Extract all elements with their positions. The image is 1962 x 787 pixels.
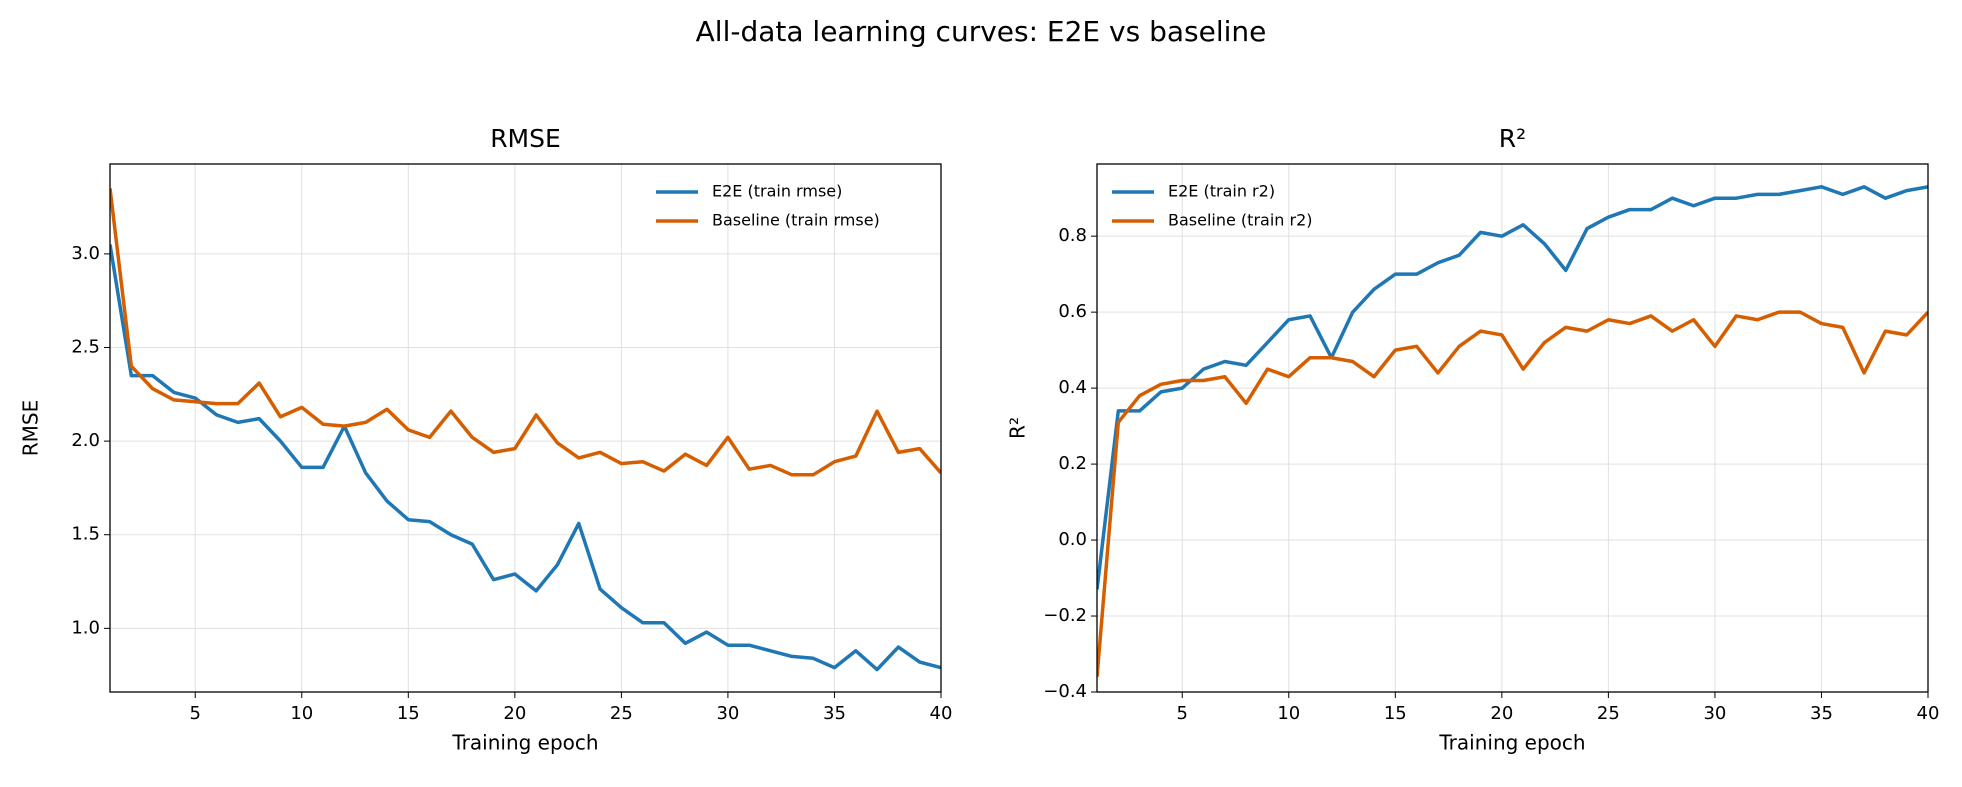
line-series: [1097, 310, 1928, 677]
x-tick-label: 35: [1810, 703, 1833, 724]
x-tick-label: 15: [397, 703, 420, 724]
y-tick-label: 0.6: [1058, 301, 1087, 322]
y-tick-label: 1.0: [71, 617, 100, 638]
line-series: [110, 188, 941, 477]
y-tick-label: 3.0: [71, 243, 100, 264]
y-tick-label: 0.8: [1058, 225, 1087, 246]
legend-label: E2E (train r2): [1168, 182, 1275, 201]
y-axis-label: R²: [1006, 417, 1030, 439]
subplot-title: RMSE: [490, 124, 561, 153]
legend-label: Baseline (train r2): [1168, 211, 1313, 230]
y-tick-label: −0.2: [1043, 605, 1087, 626]
y-axis-label: RMSE: [19, 400, 43, 456]
x-tick-label: 10: [1277, 703, 1300, 724]
x-tick-label: 25: [610, 703, 633, 724]
legend-label: E2E (train rmse): [712, 182, 842, 201]
axes-frame: [1096, 163, 1929, 693]
x-tick-label: 20: [503, 703, 526, 724]
x-tick-label: 25: [1597, 703, 1620, 724]
x-tick-label: 35: [823, 703, 846, 724]
line-series: [1097, 185, 1928, 590]
x-axis-label: Training epoch: [451, 731, 598, 755]
x-tick-label: 10: [290, 703, 313, 724]
line-series: [110, 244, 941, 672]
x-tick-label: 15: [1384, 703, 1407, 724]
plot-area: [110, 188, 941, 672]
subplot-title: R²: [1499, 124, 1526, 153]
y-tick-label: 0.2: [1058, 453, 1087, 474]
subplot: 1.0 1.5 2.0 2.5 3.0 5 10 15 20 25 30 35 40 RMSE Traini…: [19, 124, 953, 755]
x-tick-label: 5: [1177, 703, 1188, 724]
subplot: −0.4 −0.2 0.0 0.2 0.4 0.6 0.8 5 10 15 20 25 30 35 40 R²…: [1006, 124, 1940, 755]
axes-frame: [109, 163, 942, 693]
plot-area: [1097, 185, 1928, 677]
x-axis-label: Training epoch: [1438, 731, 1585, 755]
y-tick-label: 0.0: [1058, 529, 1087, 550]
y-tick-label: 2.5: [71, 336, 100, 357]
y-tick-label: −0.4: [1043, 681, 1087, 702]
x-tick-label: 30: [716, 703, 739, 724]
x-tick-label: 30: [1703, 703, 1726, 724]
x-tick-label: 20: [1490, 703, 1513, 724]
legend-label: Baseline (train rmse): [712, 211, 880, 230]
y-tick-label: 1.5: [71, 524, 100, 545]
figure-title: All-data learning curves: E2E vs baselin…: [696, 15, 1267, 48]
x-tick-label: 40: [930, 703, 953, 724]
x-tick-label: 5: [190, 703, 201, 724]
x-tick-label: 40: [1917, 703, 1940, 724]
y-tick-label: 0.4: [1058, 377, 1087, 398]
y-tick-label: 2.0: [71, 430, 100, 451]
